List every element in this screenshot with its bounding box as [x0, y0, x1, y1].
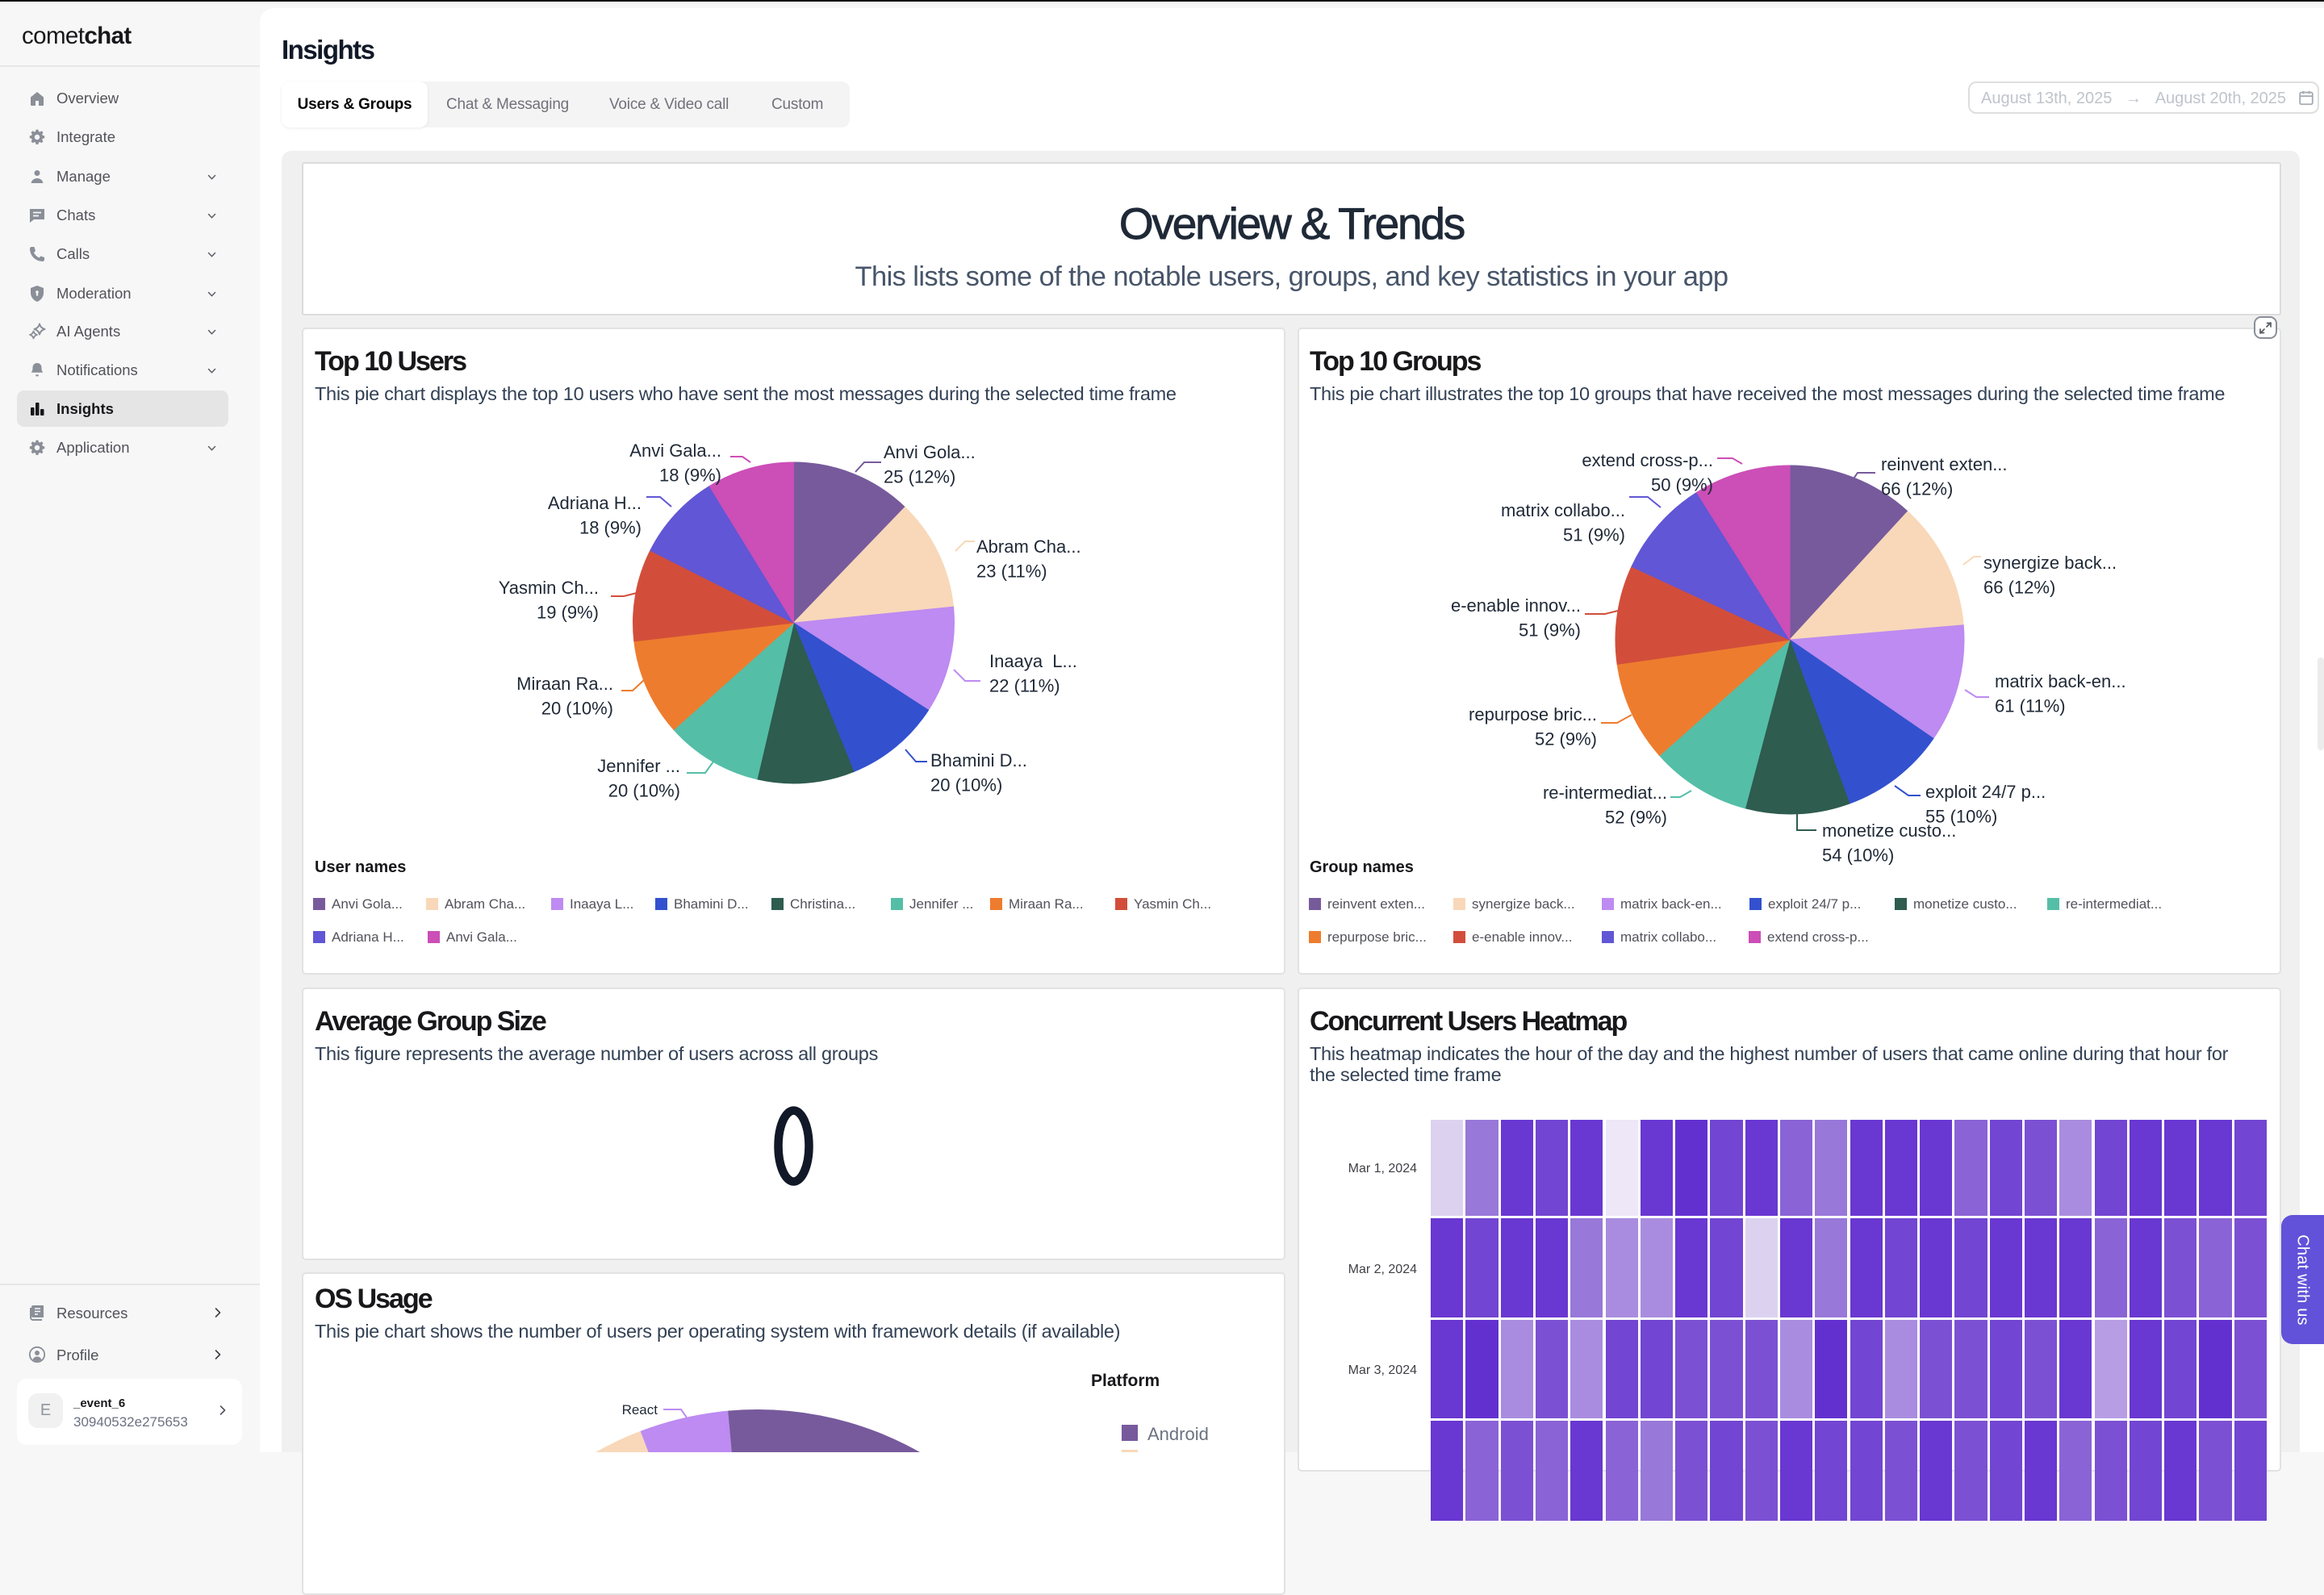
svg-text:66 (12%): 66 (12%) [1881, 479, 1953, 499]
svg-text:50 (9%): 50 (9%) [1651, 475, 1713, 495]
svg-text:55 (10%): 55 (10%) [1925, 807, 1997, 827]
svg-text:synergize back...: synergize back... [1983, 553, 2117, 573]
svg-text:52 (9%): 52 (9%) [1605, 808, 1667, 828]
svg-text:Adriana H...: Adriana H... [548, 493, 642, 513]
svg-text:reinvent exten...: reinvent exten... [1881, 454, 2008, 474]
svg-text:20 (10%): 20 (10%) [930, 775, 1002, 795]
svg-text:20 (10%): 20 (10%) [541, 699, 613, 719]
svg-text:repurpose bric...: repurpose bric... [1469, 704, 1597, 724]
svg-text:20 (10%): 20 (10%) [608, 781, 680, 801]
svg-text:e-enable innov...: e-enable innov... [1451, 595, 1581, 616]
svg-text:54 (10%): 54 (10%) [1822, 846, 1894, 866]
svg-text:Abram Cha...: Abram Cha... [976, 537, 1081, 557]
svg-text:extend cross-p...: extend cross-p... [1582, 450, 1713, 470]
svg-text:66 (12%): 66 (12%) [1983, 578, 2055, 598]
svg-text:Inaaya L...: Inaaya L... [989, 651, 1077, 671]
svg-text:React: React [622, 1402, 658, 1418]
svg-text:monetize custo...: monetize custo... [1822, 820, 1956, 841]
svg-text:18 (9%): 18 (9%) [579, 518, 642, 538]
svg-text:51 (9%): 51 (9%) [1519, 620, 1581, 641]
svg-text:Miraan Ra...: Miraan Ra... [516, 674, 613, 694]
svg-text:exploit 24/7 p...: exploit 24/7 p... [1925, 782, 2046, 802]
svg-text:25 (12%): 25 (12%) [884, 467, 955, 487]
svg-text:19 (9%): 19 (9%) [537, 603, 599, 623]
svg-text:Bhamini D...: Bhamini D... [930, 750, 1027, 770]
svg-text:Anvi Gola...: Anvi Gola... [884, 442, 976, 462]
svg-text:Yasmin Ch...: Yasmin Ch... [499, 578, 599, 598]
svg-text:23 (11%): 23 (11%) [976, 562, 1047, 582]
svg-text:52 (9%): 52 (9%) [1535, 729, 1597, 749]
svg-text:61 (11%): 61 (11%) [1995, 696, 2066, 716]
svg-text:re-intermediat...: re-intermediat... [1543, 783, 1667, 803]
svg-text:matrix back-en...: matrix back-en... [1995, 671, 2126, 691]
svg-text:22 (11%): 22 (11%) [989, 676, 1060, 696]
svg-text:Anvi Gala...: Anvi Gala... [629, 441, 721, 461]
svg-text:Jennifer ...: Jennifer ... [597, 756, 680, 776]
svg-text:51 (9%): 51 (9%) [1563, 525, 1625, 545]
svg-text:matrix collabo...: matrix collabo... [1501, 500, 1625, 520]
svg-text:18 (9%): 18 (9%) [659, 466, 721, 486]
